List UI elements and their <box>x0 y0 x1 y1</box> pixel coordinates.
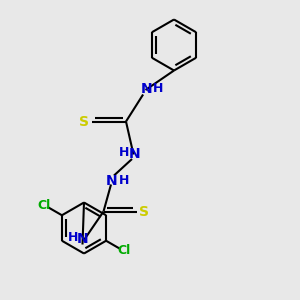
Text: N: N <box>106 174 118 188</box>
Text: H: H <box>119 174 130 187</box>
Text: N: N <box>141 82 153 96</box>
Text: S: S <box>139 205 149 218</box>
Text: H: H <box>68 231 78 244</box>
Text: Cl: Cl <box>38 199 51 212</box>
Text: H: H <box>119 146 130 159</box>
Text: Cl: Cl <box>117 244 130 257</box>
Text: N: N <box>77 232 88 246</box>
Text: S: S <box>79 115 89 128</box>
Text: N: N <box>128 147 140 161</box>
Text: H: H <box>153 82 163 95</box>
